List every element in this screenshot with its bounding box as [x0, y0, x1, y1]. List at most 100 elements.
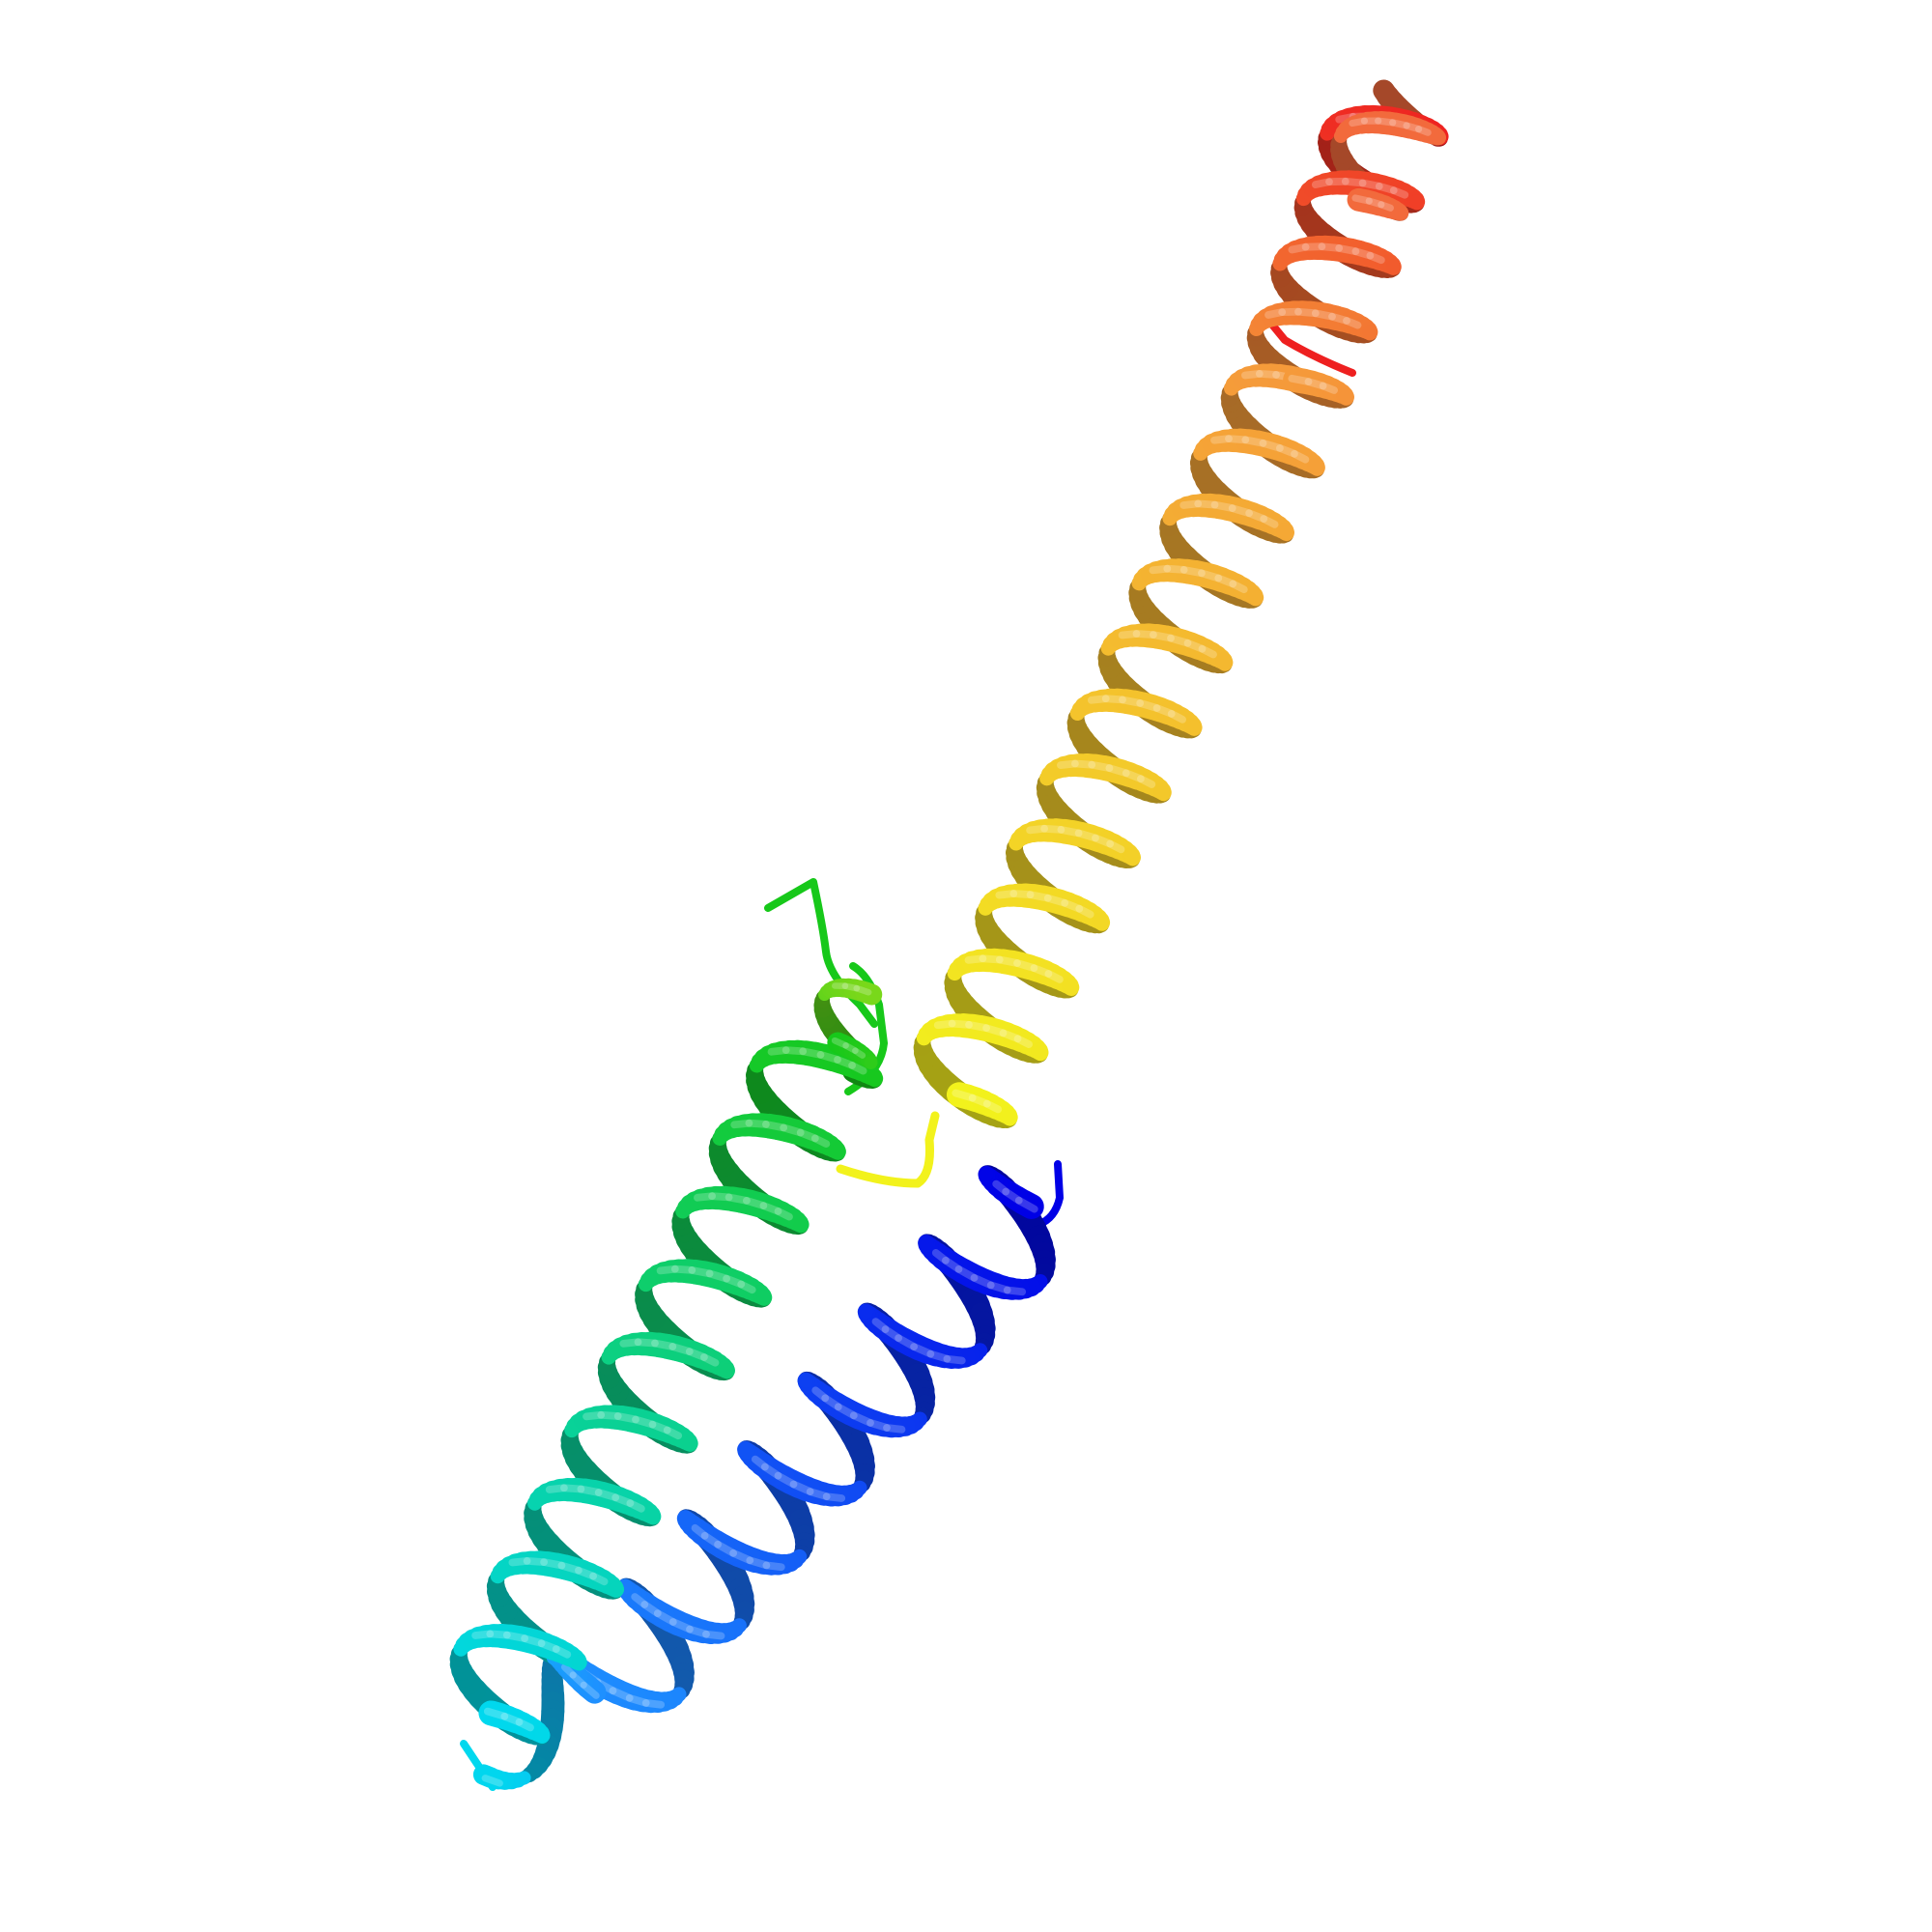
helix-2-cyan-green-highlight: [730, 1119, 753, 1129]
helix-1-blue-highlight: [811, 1386, 830, 1403]
helix-2-cyan-green-highlight: [500, 1712, 524, 1726]
helix-3-yellow-orange-highlight: [1255, 369, 1280, 379]
helix-3c-tomato-highlight: [1351, 194, 1373, 205]
helix-2-cyan-green-highlight: [737, 1280, 756, 1294]
helix-2b-lime-highlight: [841, 982, 861, 992]
helix-3-yellow-orange-highlight: [1229, 580, 1248, 594]
helix-2-cyan-green-highlight: [685, 1348, 708, 1361]
helix-1-blue-highlight: [986, 1281, 1011, 1294]
helix-3b-red-highlight: [1311, 178, 1333, 189]
helix-2-cyan-green-highlight: [597, 1410, 622, 1420]
helix-3-yellow-orange-highlight: [1013, 1035, 1033, 1048]
helix-2-cyan-green-highlight: [834, 1056, 856, 1069]
helix-1-blue-highlight: [668, 1618, 694, 1634]
helix-2-cyan-green-highlight: [799, 1047, 825, 1059]
helix-1b-cyan-highlight: [569, 1671, 587, 1689]
helix-2b-lime-highlight: [852, 1047, 867, 1059]
helix-1-blue-highlight: [789, 1480, 814, 1495]
helix-2-cyan-green-highlight: [502, 1631, 528, 1642]
helix-3-yellow-orange-highlight: [1026, 824, 1048, 835]
helix-2-cyan-green-highlight: [577, 1485, 603, 1496]
helix-3c-tomato-highlight: [1414, 126, 1432, 136]
helix-3b-red-highlight: [1264, 308, 1287, 319]
helix-2-cyan-green-highlight: [523, 1557, 548, 1566]
helix-2-cyan-green-highlight: [745, 1119, 770, 1128]
helix-1-blue-highlight: [729, 1548, 754, 1565]
helix-3-yellow-orange-highlight: [1044, 970, 1064, 983]
helix-3-yellow-orange-highlight: [952, 1089, 977, 1102]
helix-3-yellow-orange-highlight: [1118, 630, 1141, 639]
helix-1-blue-highlight: [970, 1273, 995, 1290]
helix-1-blue-highlight: [1003, 1286, 1027, 1296]
helix-2b-lime-segment: [855, 981, 883, 1006]
helix-3b-red-highlight: [1304, 378, 1327, 390]
helix-1-blue-highlight: [1002, 1187, 1023, 1205]
helix-3b-red-highlight: [1311, 309, 1336, 321]
helix-3-yellow-orange-highlight: [1149, 564, 1172, 575]
helix-1-blue-highlight: [774, 1471, 798, 1489]
helix-1-blue-highlight: [625, 1693, 650, 1707]
helix-1-blue-highlight: [631, 1593, 649, 1608]
helix-1-blue-highlight: [943, 1354, 966, 1365]
helix-2-cyan-green-highlight: [663, 1426, 683, 1440]
helix-2-cyan-green-highlight: [594, 1489, 620, 1502]
helix-2-cyan-green-highlight: [724, 1193, 751, 1205]
helix-3-yellow-orange-highlight: [1260, 515, 1279, 528]
helix-2-cyan-green-highlight: [670, 1264, 696, 1274]
helix-2-cyan-green-highlight: [575, 1566, 597, 1580]
helix-3-yellow-orange-highlight: [1075, 904, 1094, 919]
helix-3-yellow-orange-highlight: [1259, 439, 1284, 452]
helix-3-yellow-orange-highlight: [982, 1024, 1008, 1037]
helix-2-cyan-green-highlight: [656, 1264, 679, 1275]
helix-1b-cyan-highlight: [481, 1775, 503, 1787]
helix-3b-red-highlight: [1343, 317, 1362, 329]
helix-1-blue-highlight: [849, 1411, 874, 1427]
helix-2-cyan-green-highlight: [515, 1718, 534, 1732]
helix-2-cyan-green-highlight: [537, 1639, 560, 1653]
helix-3-yellow-orange-highlight: [1122, 769, 1145, 783]
helix-2-cyan-green-highlight: [767, 1046, 790, 1056]
helix-2-cyan-green-highlight: [619, 1338, 642, 1348]
helix-1-blue-highlight: [834, 1403, 858, 1420]
helix-3-yellow-orange-highlight: [964, 954, 987, 964]
helix-2-cyan-green-highlight: [688, 1266, 714, 1278]
helix-3-yellow-orange-highlight: [1087, 695, 1110, 704]
helix-2-cyan-green-highlight: [632, 1415, 657, 1429]
helix-2-cyan-green-highlight: [540, 1558, 566, 1570]
helix-1-blue-highlight: [992, 1179, 1010, 1196]
helix-3-yellow-orange-highlight: [1167, 710, 1186, 724]
helix-3-yellow-orange-highlight: [948, 1019, 973, 1029]
helix-2-cyan-green-highlight: [508, 1557, 531, 1567]
helix-3-yellow-orange-highlight: [1194, 499, 1219, 509]
helix-1-blue-highlight: [751, 1455, 769, 1471]
helix-3-yellow-orange-highlight: [1163, 564, 1188, 574]
helix-3c-tomato-highlight: [1403, 122, 1423, 133]
helix-2b-lime-highlight: [842, 1042, 859, 1054]
helix-3-yellow-orange-highlight: [995, 890, 1018, 899]
helix-1-blue-highlight: [954, 1265, 979, 1282]
helix-3-yellow-orange-highlight: [1241, 436, 1267, 447]
helix-3-yellow-orange-highlight: [1228, 504, 1253, 518]
helix-3-yellow-orange-highlight: [1009, 890, 1035, 899]
helix-3c-tomato-highlight: [1349, 117, 1369, 128]
helix-2-cyan-green-highlight: [848, 1062, 867, 1075]
helix-1-blue-highlight: [910, 1343, 935, 1358]
helix-3-yellow-orange-highlight: [1106, 839, 1125, 854]
helix-2b-lime-highlight: [831, 1037, 849, 1049]
helix-1-blue-highlight: [609, 1687, 634, 1702]
helix-1-blue-highlight: [761, 1463, 782, 1480]
helix-1-blue-highlight: [895, 1334, 918, 1350]
helix-1b-cyan-segment: [472, 1764, 501, 1788]
helix-1-blue-highlight: [641, 1699, 666, 1709]
helix-2-cyan-green-highlight: [700, 1353, 720, 1367]
helix-3-yellow-orange-highlight: [999, 1029, 1022, 1043]
helix-1-blue-highlight: [762, 1561, 785, 1572]
helix-1-blue-highlight: [691, 1523, 709, 1540]
helix-3-yellow-orange-highlight: [995, 955, 1021, 967]
helix-1-blue-highlight: [822, 1492, 846, 1502]
helix-2-cyan-green-highlight: [648, 1420, 671, 1435]
helix-3b-red-highlight: [1294, 307, 1320, 318]
helix-2-cyan-green-highlight: [774, 1208, 793, 1221]
helix-3b-red-highlight: [1341, 177, 1367, 187]
